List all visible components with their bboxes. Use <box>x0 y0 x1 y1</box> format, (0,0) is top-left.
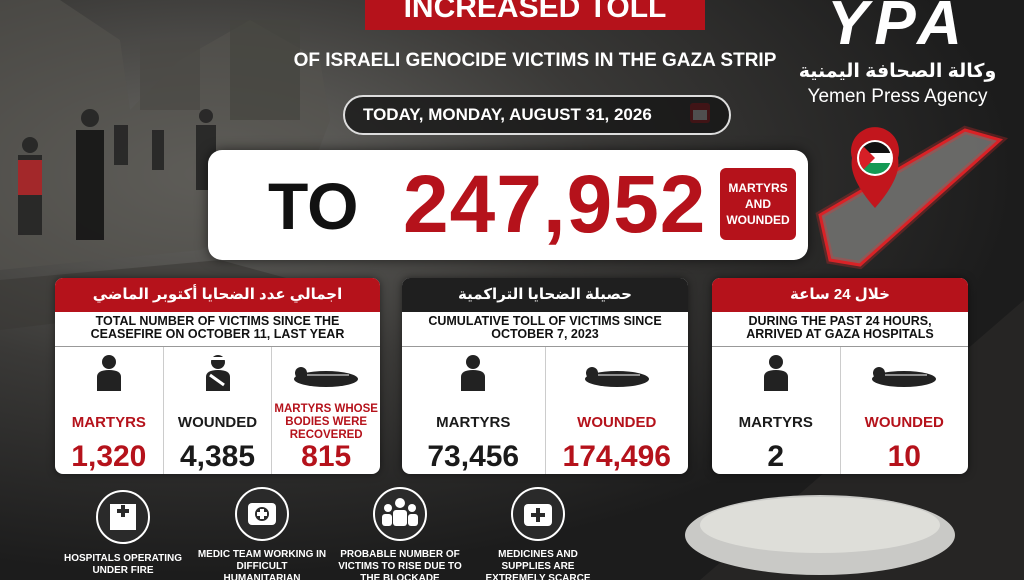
panel: اجمالي عدد الضحايا أكتوبر الماضي TOTAL NU… <box>55 278 380 474</box>
date: TODAY, MONDAY, AUGUST 31, 2026 <box>363 105 652 124</box>
stat: MARTYRS 73,456 <box>402 347 545 474</box>
stat-icon <box>872 367 937 387</box>
stat-label: WOUNDED <box>577 413 657 431</box>
stat: WOUNDED 10 <box>839 347 969 474</box>
stat: MARTYRS 1,320 <box>55 347 163 474</box>
stat: WOUNDED 4,385 <box>162 347 272 474</box>
stat-icon <box>96 355 121 391</box>
stat-label: MARTYRS <box>71 413 146 431</box>
subtitle: OF ISRAELI GENOCIDE VICTIMS IN THE GAZA … <box>293 50 777 71</box>
banner: INCREASED TOLL <box>365 0 705 30</box>
panel: حصيلة الضحايا التراكمية CUMULATIVE TOLL O… <box>402 278 688 474</box>
stat: MARTYRS WHOSE BODIES WERE RECOVERED 815 <box>271 347 380 474</box>
stat-value: 2 <box>767 440 785 473</box>
stat-label: WOUNDED <box>864 413 944 431</box>
panel-stats: MARTYRS 2 WOUNDED 10 <box>712 347 968 474</box>
stat-value: 174,496 <box>562 440 671 473</box>
stat-value: 1,320 <box>71 440 147 473</box>
stat-label: MARTYRS <box>436 413 511 431</box>
panel-stats: MARTYRS 1,320 WOUNDED 4,385 MARTYRS WHOSE BO… <box>55 347 380 474</box>
total-value: 247,952 <box>403 159 707 250</box>
stat-value: 73,456 <box>427 440 520 473</box>
note: MEDICINES AND SUPPLIES ARE EXTREMELY SCA… <box>485 549 591 580</box>
note: PROBABLE NUMBER OF VICTIMS TO RISE DUE T… <box>338 549 462 580</box>
panel: خلال 24 ساعة DURING THE PAST 24 HOURS, AR… <box>712 278 968 474</box>
panel-heading: حصيلة الضحايا التراكمية <box>402 278 688 312</box>
stat: WOUNDED 174,496 <box>544 347 689 474</box>
panel-caption: DURING THE PAST 24 HOURS, ARRIVED AT GAZ… <box>712 312 968 347</box>
total-prefix: TO <box>268 169 359 243</box>
stat-value: 4,385 <box>179 440 256 473</box>
panel-stats: MARTYRS 73,456 WOUNDED 174,496 <box>402 347 688 474</box>
total-box: TO 247,952 MARTYRS AND WOUNDED <box>208 150 808 260</box>
stat: MARTYRS 2 <box>712 347 840 474</box>
panel-heading: اجمالي عدد الضحايا أكتوبر الماضي <box>55 278 380 312</box>
stat-icon <box>294 367 359 387</box>
logo-mark: YPA <box>827 0 968 58</box>
logo-arabic: وكالة الصحافة اليمنية <box>798 61 997 82</box>
stat-value: 10 <box>887 440 921 473</box>
stat-icon <box>763 355 788 391</box>
stat-label: MARTYRS <box>738 413 813 431</box>
note: HOSPITALS OPERATING UNDER FIRE <box>64 553 182 576</box>
logo-name: Yemen Press Agency <box>807 86 988 107</box>
stat-icon <box>584 367 649 387</box>
stat-label: WOUNDED <box>177 413 258 431</box>
panel-heading: خلال 24 ساعة <box>712 278 968 312</box>
panel-caption: TOTAL NUMBER OF VICTIMS SINCE THE CEASEF… <box>55 312 380 347</box>
stat-value: 815 <box>301 440 352 473</box>
stat-icon <box>461 355 486 391</box>
stat-icon <box>205 355 230 391</box>
stat-label: MARTYRS WHOSE BODIES WERE RECOVERED <box>274 402 378 441</box>
total-badge: MARTYRS AND WOUNDED <box>720 168 796 240</box>
date-pill: TODAY, MONDAY, AUGUST 31, 2026 <box>343 95 731 135</box>
panel-caption: CUMULATIVE TOLL OF VICTIMS SINCE OCTOBER… <box>402 312 688 347</box>
note: MEDIC TEAM WORKING IN DIFFICULT HUMANITA… <box>197 549 327 580</box>
